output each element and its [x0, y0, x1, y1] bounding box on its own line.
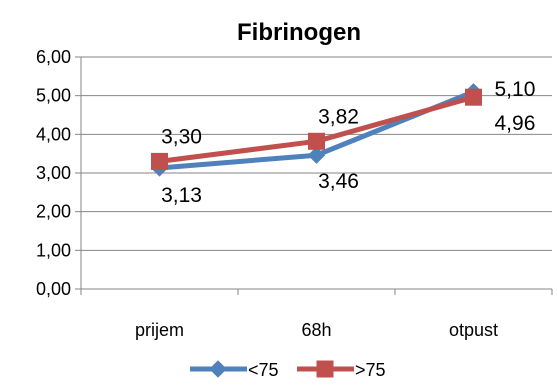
legend-label: <75	[248, 360, 279, 380]
axes	[75, 56, 553, 295]
x-category-label: otpust	[449, 320, 498, 340]
data-labels: 3,13 3,46 5,10 3,30 3,82 4,96	[161, 78, 535, 207]
diamond-marker	[307, 146, 326, 164]
x-category-label: prijem	[135, 320, 184, 340]
chart-title: Fibrinogen	[237, 19, 361, 46]
diamond-marker	[209, 360, 227, 378]
series-lines	[150, 83, 483, 177]
data-label: 4,96	[495, 112, 536, 135]
y-tick-label: 2,00	[36, 202, 71, 222]
square-marker	[465, 88, 482, 106]
y-tick-label: 4,00	[36, 124, 71, 144]
y-tick-label: 5,00	[36, 86, 71, 106]
y-tick-labels: 0,00 1,00 2,00 3,00 4,00 5,00 6,00	[36, 47, 71, 299]
legend-label: >75	[355, 360, 386, 380]
legend: <75 >75	[190, 360, 386, 380]
data-label: 3,30	[161, 125, 202, 148]
data-label: 3,13	[161, 184, 202, 207]
y-tick-label: 6,00	[36, 47, 71, 67]
x-category-labels: prijem 68h otpust	[135, 320, 498, 340]
square-marker	[151, 152, 168, 170]
data-label: 3,46	[318, 170, 359, 193]
y-tick-label: 0,00	[36, 279, 71, 299]
y-tick-label: 3,00	[36, 163, 71, 183]
square-marker	[316, 360, 334, 378]
y-tick-label: 1,00	[36, 240, 71, 260]
x-category-label: 68h	[301, 320, 331, 340]
square-marker	[308, 132, 325, 150]
data-label: 3,82	[318, 105, 359, 128]
data-label: 5,10	[495, 78, 536, 101]
